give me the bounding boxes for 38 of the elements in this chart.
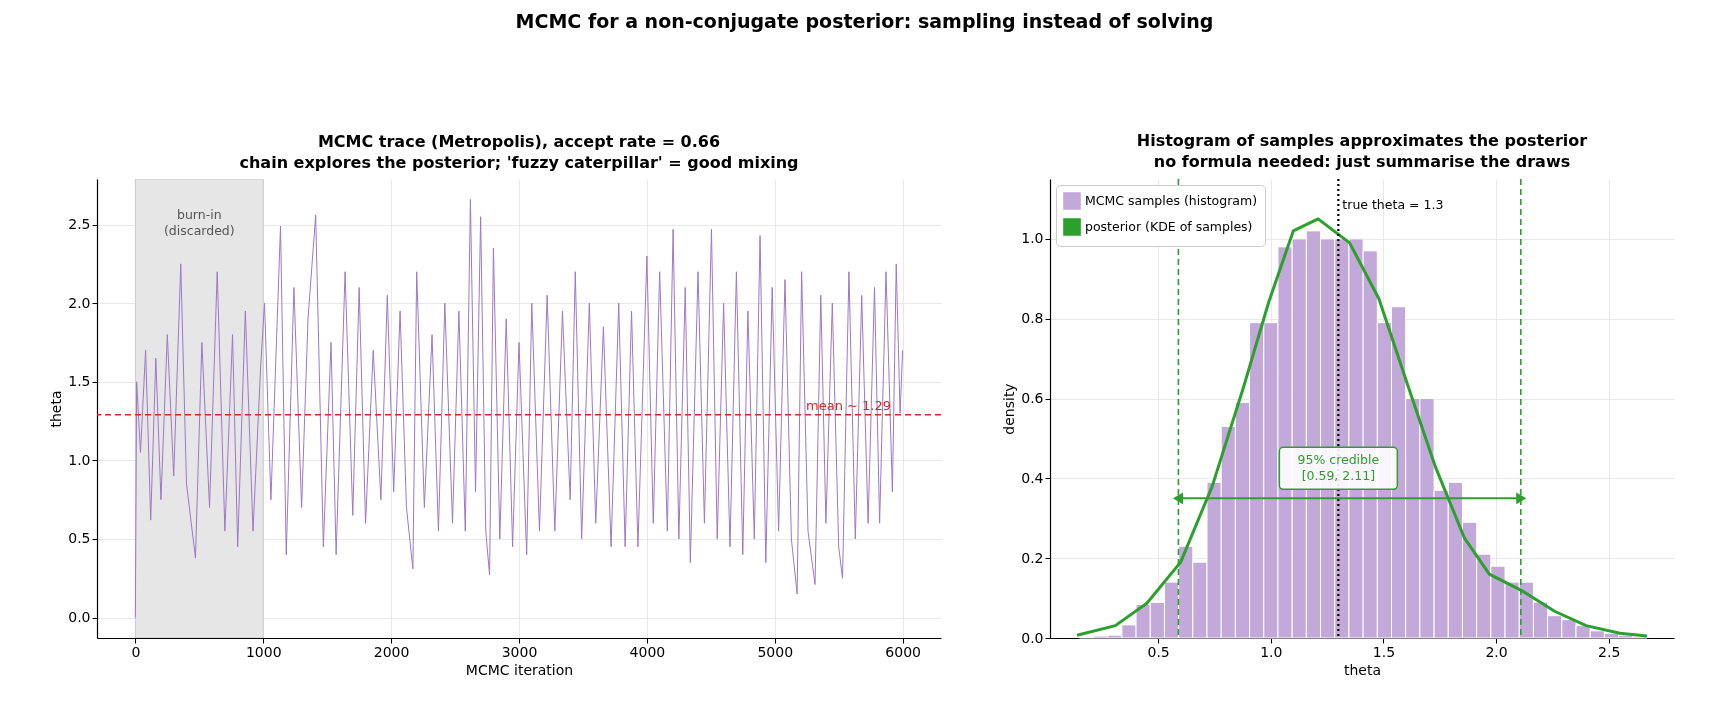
y-tick-label: 0.5 (68, 530, 91, 547)
y-tick-label: 2.5 (68, 216, 91, 233)
y-tick-label: 0.4 (1021, 469, 1044, 486)
y-tick-label: 0.6 (1021, 390, 1044, 407)
x-tick-label: 2000 (373, 643, 410, 660)
x-axis-title: MCMC iteration (465, 661, 574, 678)
x-tick-label: 1000 (245, 643, 282, 660)
y-tick-label: 0.0 (68, 609, 91, 626)
text: MCMC for a non-conjugate posterior: sampling instead of solving (514, 10, 1215, 32)
ref-line-label: true theta = 1.3 (1342, 197, 1444, 212)
x-tick-label: 0.5 (1147, 643, 1170, 660)
x-tick-label: 6000 (885, 643, 921, 660)
legend-label: MCMC samples (histogram) (1085, 193, 1258, 208)
y-tick-label: 1.0 (1021, 230, 1044, 247)
y-tick-label: 0.2 (1021, 549, 1044, 566)
x-tick-label: 2.5 (1598, 643, 1621, 660)
chart-title: MCMC trace (Metropolis), accept rate = 0.66 chain explores the posterior; 'fuzzy caterpillar' = good mixing (239, 132, 799, 172)
y-axis-title: theta (48, 390, 65, 428)
legend-label: posterior (KDE of samples) (1085, 219, 1253, 234)
x-tick-label: 3000 (501, 643, 538, 660)
y-tick-label: 1.5 (68, 373, 91, 390)
line-series (134, 198, 904, 619)
band-label: burn-in (discarded) (163, 207, 235, 238)
y-tick-label: 0.8 (1021, 310, 1044, 327)
x-tick-label: 1.0 (1260, 643, 1283, 660)
x-tick-label: 0 (131, 643, 141, 660)
x-axis-title: theta (1343, 661, 1382, 678)
y-axis-title: density (1001, 383, 1018, 435)
x-tick-label: 2.0 (1485, 643, 1508, 660)
y-tick-label: 0.0 (1021, 629, 1044, 646)
annotation: 95% credible [0.59, 2.11] (1297, 452, 1380, 484)
x-tick-label: 1.5 (1372, 643, 1396, 660)
x-tick-label: 4000 (629, 643, 666, 660)
x-tick-label: 5000 (757, 643, 794, 660)
y-tick-label: 1.0 (68, 451, 91, 468)
ref-line-label: mean ~ 1.29 (806, 397, 891, 413)
y-tick-label: 2.0 (68, 294, 91, 311)
chart-title: Histogram of samples approximates the posterior no formula needed: just summarise the draws (1136, 130, 1588, 171)
